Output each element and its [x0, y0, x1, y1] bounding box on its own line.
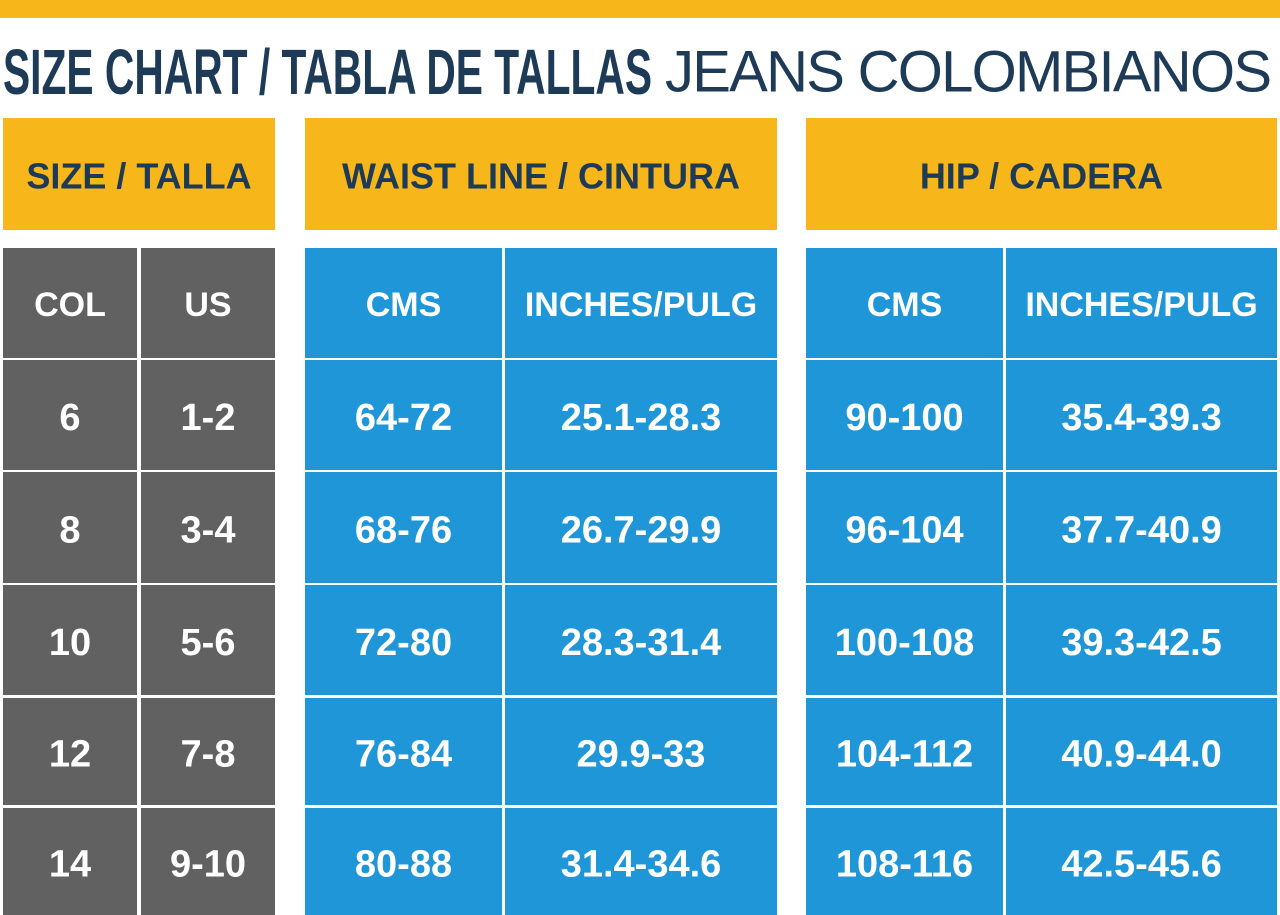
- subtitle: JEANS COLOMBIANOS: [665, 40, 1272, 105]
- cell: 10: [49, 622, 91, 664]
- cell: 26.7-29.9: [561, 510, 722, 552]
- cell-bg: [505, 472, 777, 583]
- cell: 29.9-33: [577, 734, 706, 776]
- cell: 104-112: [836, 734, 973, 776]
- cell-bg: [3, 360, 137, 470]
- cell: 40.9-44.0: [1061, 734, 1222, 776]
- cell-bg: [505, 360, 777, 470]
- cell-bg: [141, 808, 275, 915]
- group-header-bg: [806, 118, 1277, 230]
- cell-bg: [1006, 698, 1277, 805]
- group-header-bg: [305, 118, 777, 230]
- cell: 76-84: [355, 734, 452, 776]
- cell-bg: [305, 360, 502, 470]
- column-header-bg: [3, 248, 137, 358]
- top-bar: [0, 0, 1280, 18]
- cell: 35.4-39.3: [1061, 397, 1222, 439]
- cell: 68-76: [355, 510, 452, 552]
- cell: 96-104: [845, 510, 963, 552]
- cell-bg: [3, 585, 137, 695]
- cell-bg: [305, 585, 502, 695]
- cell-bg: [305, 472, 502, 583]
- cell: 1-2: [181, 397, 236, 439]
- cell-bg: [806, 585, 1003, 695]
- cell-bg: [3, 472, 137, 583]
- cell-bg: [141, 585, 275, 695]
- column-header-bg: [806, 248, 1003, 358]
- cell: 90-100: [845, 397, 963, 439]
- cell: 8: [59, 510, 80, 552]
- column-header: INCHES/PULG: [1025, 286, 1257, 324]
- cell-bg: [141, 360, 275, 470]
- cell: 72-80: [355, 622, 452, 664]
- cell: 37.7-40.9: [1061, 510, 1222, 552]
- cell: 108-116: [836, 844, 973, 886]
- column-header: CMS: [867, 286, 943, 324]
- cell-bg: [806, 808, 1003, 915]
- cell: 14: [49, 844, 91, 886]
- cell-bg: [806, 360, 1003, 470]
- cell-bg: [1006, 585, 1277, 695]
- cell: 64-72: [355, 397, 452, 439]
- cell: 28.3-31.4: [561, 622, 722, 664]
- cell: 42.5-45.6: [1061, 844, 1222, 886]
- column-header-bg: [305, 248, 502, 358]
- cell-bg: [505, 808, 777, 915]
- title: SIZE CHART / TABLA DE TALLAS: [3, 36, 652, 108]
- cell-bg: [141, 698, 275, 805]
- group-header: SIZE / TALLA: [26, 156, 251, 197]
- cell-bg: [505, 585, 777, 695]
- cell: 9-10: [170, 844, 246, 886]
- column-header-bg: [141, 248, 275, 358]
- cell-bg: [305, 808, 502, 915]
- cell-bg: [141, 472, 275, 583]
- cell: 39.3-42.5: [1061, 622, 1222, 664]
- cell-bg: [305, 698, 502, 805]
- column-header-bg: [1006, 248, 1277, 358]
- cell: 12: [49, 734, 91, 776]
- cell-bg: [3, 808, 137, 915]
- cell-bg: [1006, 808, 1277, 915]
- cell-bg: [806, 698, 1003, 805]
- cell: 6: [59, 397, 80, 439]
- group-header-bg: [3, 118, 275, 230]
- column-header: COL: [34, 286, 106, 324]
- group-header: WAIST LINE / CINTURA: [342, 156, 740, 197]
- cell: 31.4-34.6: [561, 844, 722, 886]
- cell: 7-8: [181, 734, 236, 776]
- cell-bg: [3, 698, 137, 805]
- cell-bg: [1006, 472, 1277, 583]
- cell: 100-108: [835, 622, 974, 664]
- group-header: HIP / CADERA: [920, 156, 1163, 197]
- column-header-bg: [505, 248, 777, 358]
- cell: 5-6: [181, 622, 236, 664]
- cell: 80-88: [355, 844, 452, 886]
- column-header: INCHES/PULG: [525, 286, 757, 324]
- column-header: US: [184, 286, 231, 324]
- cell-bg: [1006, 360, 1277, 470]
- cell: 3-4: [181, 510, 236, 552]
- cell-bg: [505, 698, 777, 805]
- cell: 25.1-28.3: [561, 397, 722, 439]
- column-header: CMS: [366, 286, 442, 324]
- cell-bg: [806, 472, 1003, 583]
